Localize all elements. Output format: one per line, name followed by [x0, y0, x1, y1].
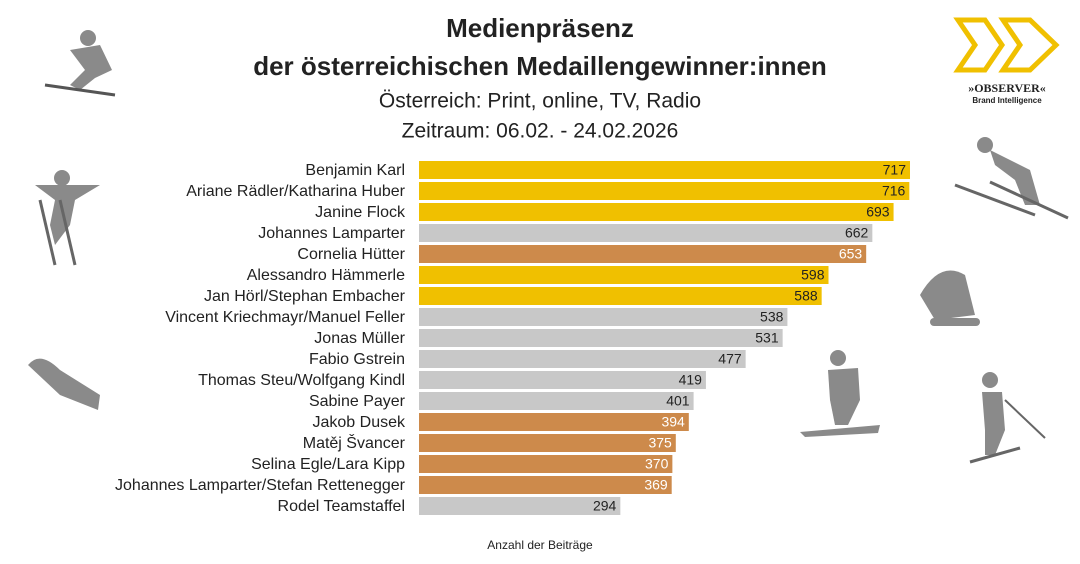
value-label: 369	[644, 477, 668, 493]
bar	[419, 497, 621, 515]
bar	[419, 329, 783, 347]
category-label: Sabine Payer	[309, 393, 406, 410]
logo-chevron	[953, 17, 1006, 73]
value-label: 653	[839, 246, 863, 262]
category-label: Alessandro Hämmerle	[247, 267, 405, 284]
bar	[419, 371, 706, 389]
logo-tagline: Brand Intelligence	[972, 96, 1042, 105]
bar	[419, 392, 694, 410]
decoration	[28, 30, 1069, 464]
value-label: 477	[718, 351, 742, 367]
value-label: 419	[679, 372, 703, 388]
category-label: Johannes Lamparter/Stefan Rettenegger	[115, 477, 406, 494]
category-label: Jan Hörl/Stephan Embacher	[204, 288, 406, 305]
category-label: Fabio Gstrein	[309, 351, 405, 368]
value-label: 693	[866, 204, 890, 220]
chart-subtitle: Zeitraum: 06.02. - 24.02.2026	[402, 120, 679, 143]
category-label: Rodel Teamstaffel	[278, 498, 405, 515]
category-label: Cornelia Hütter	[297, 246, 405, 263]
chart-title: Medienpräsenz	[446, 13, 634, 43]
chart-title: der österreichischen Medaillengewinner:i…	[253, 51, 827, 81]
category-label: Selina Egle/Lara Kipp	[251, 456, 405, 473]
x-axis-label: Anzahl der Beiträge	[487, 538, 593, 552]
logo: »OBSERVER« Brand Intelligence	[953, 17, 1060, 105]
bar	[419, 476, 672, 494]
value-label: 538	[760, 309, 784, 325]
bar	[419, 182, 910, 200]
value-label: 294	[593, 498, 617, 514]
category-label: Ariane Rädler/Katharina Huber	[186, 183, 405, 200]
bar	[419, 287, 822, 305]
value-label: 588	[794, 288, 818, 304]
category-label: Matěj Švancer	[303, 433, 406, 452]
value-label: 531	[755, 330, 779, 346]
bar	[419, 350, 746, 368]
category-label: Jakob Dusek	[313, 414, 406, 431]
category-label: Benjamin Karl	[305, 162, 405, 179]
category-label: Janine Flock	[315, 204, 406, 221]
value-label: 401	[666, 393, 690, 409]
value-label: 598	[801, 267, 825, 283]
bar	[419, 434, 676, 452]
category-label: Vincent Kriechmayr/Manuel Feller	[165, 309, 405, 326]
value-label: 370	[645, 456, 669, 472]
bar	[419, 413, 689, 431]
chart-subtitle: Österreich: Print, online, TV, Radio	[379, 90, 701, 113]
value-label: 662	[845, 225, 869, 241]
bar	[419, 308, 788, 326]
value-label: 716	[882, 183, 906, 199]
logo-chevron	[998, 17, 1060, 73]
value-label: 717	[883, 162, 907, 178]
bar	[419, 245, 867, 263]
bar	[419, 224, 873, 242]
category-label: Thomas Steu/Wolfgang Kindl	[198, 372, 405, 389]
bar	[419, 161, 910, 179]
logo-name: »OBSERVER«	[968, 81, 1046, 95]
bar	[419, 266, 829, 284]
bar	[419, 455, 673, 473]
category-label: Jonas Müller	[314, 330, 405, 347]
value-label: 375	[648, 435, 672, 451]
bar	[419, 203, 894, 221]
value-label: 394	[661, 414, 685, 430]
category-label: Johannes Lamparter	[258, 225, 405, 242]
